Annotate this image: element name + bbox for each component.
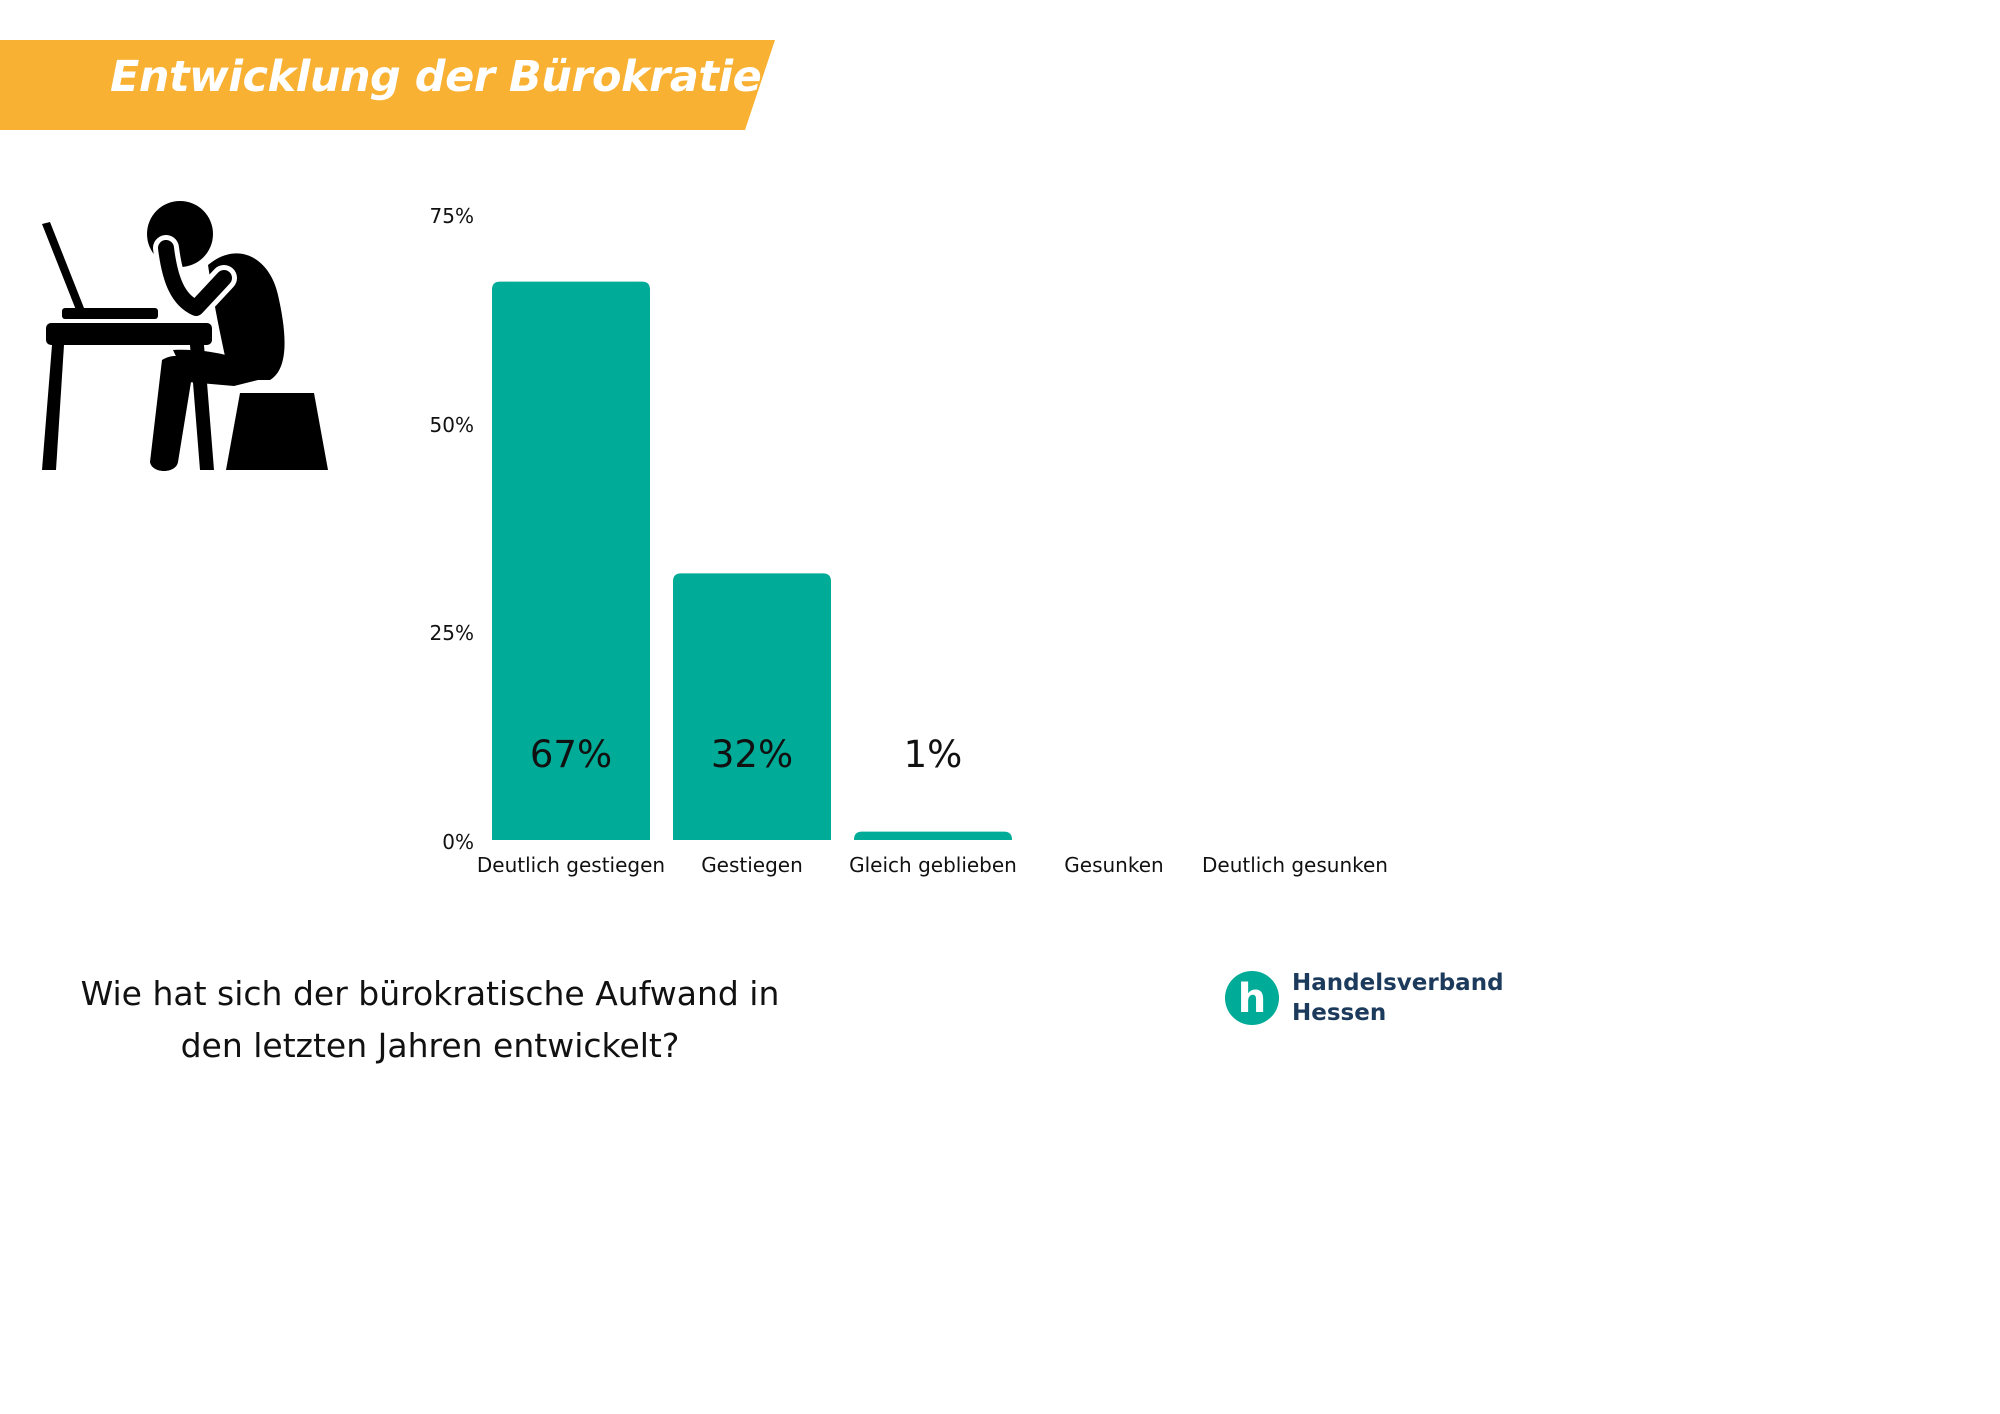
data-label: 67% <box>530 733 612 776</box>
brand-name-line: Handelsverband <box>1292 970 1504 996</box>
bars <box>492 281 1012 841</box>
person-working-at-laptop-icon <box>42 201 328 471</box>
brand-name: Handelsverband Hessen <box>1292 968 1504 1028</box>
x-tick-label: Deutlich gesunken <box>1202 853 1388 877</box>
bar-gestiegen <box>673 573 831 840</box>
x-tick-label: Gestiegen <box>701 853 803 877</box>
bar-deutlich-gestiegen <box>492 281 650 841</box>
y-tick-label: 25% <box>430 621 474 645</box>
x-tick-label: Gleich geblieben <box>849 853 1017 877</box>
handelsverband-logo-icon: h <box>1225 971 1279 1025</box>
y-tick-label: 50% <box>430 413 474 437</box>
brand-name-line: Hessen <box>1292 1000 1387 1026</box>
bar-chart: 0% 25% 50% 75% 67% 32% 1% Deutlich gesti… <box>430 204 1388 877</box>
y-tick-label: 0% <box>442 830 474 854</box>
x-tick-label: Gesunken <box>1064 853 1163 877</box>
title-banner <box>0 40 780 130</box>
x-tick-label: Deutlich gestiegen <box>477 853 665 877</box>
y-tick-label: 75% <box>430 204 474 228</box>
logo-letter: h <box>1238 976 1266 1022</box>
data-label: 1% <box>904 733 963 776</box>
x-axis-labels: Deutlich gestiegen Gestiegen Gleich gebl… <box>477 853 1388 877</box>
y-axis-ticks: 0% 25% 50% 75% <box>430 204 474 854</box>
banner-shape <box>0 40 775 130</box>
bar-gleich-geblieben <box>854 831 1012 840</box>
question-line: Wie hat sich der bürokratische Aufwand i… <box>80 974 780 1013</box>
data-labels: 67% 32% 1% <box>530 733 962 776</box>
survey-question: Wie hat sich der bürokratische Aufwand i… <box>30 968 830 1072</box>
question-line: den letzten Jahren entwickelt? <box>180 1026 680 1065</box>
data-label: 32% <box>711 733 793 776</box>
page-title: Entwicklung der Bürokratie <box>110 52 762 102</box>
